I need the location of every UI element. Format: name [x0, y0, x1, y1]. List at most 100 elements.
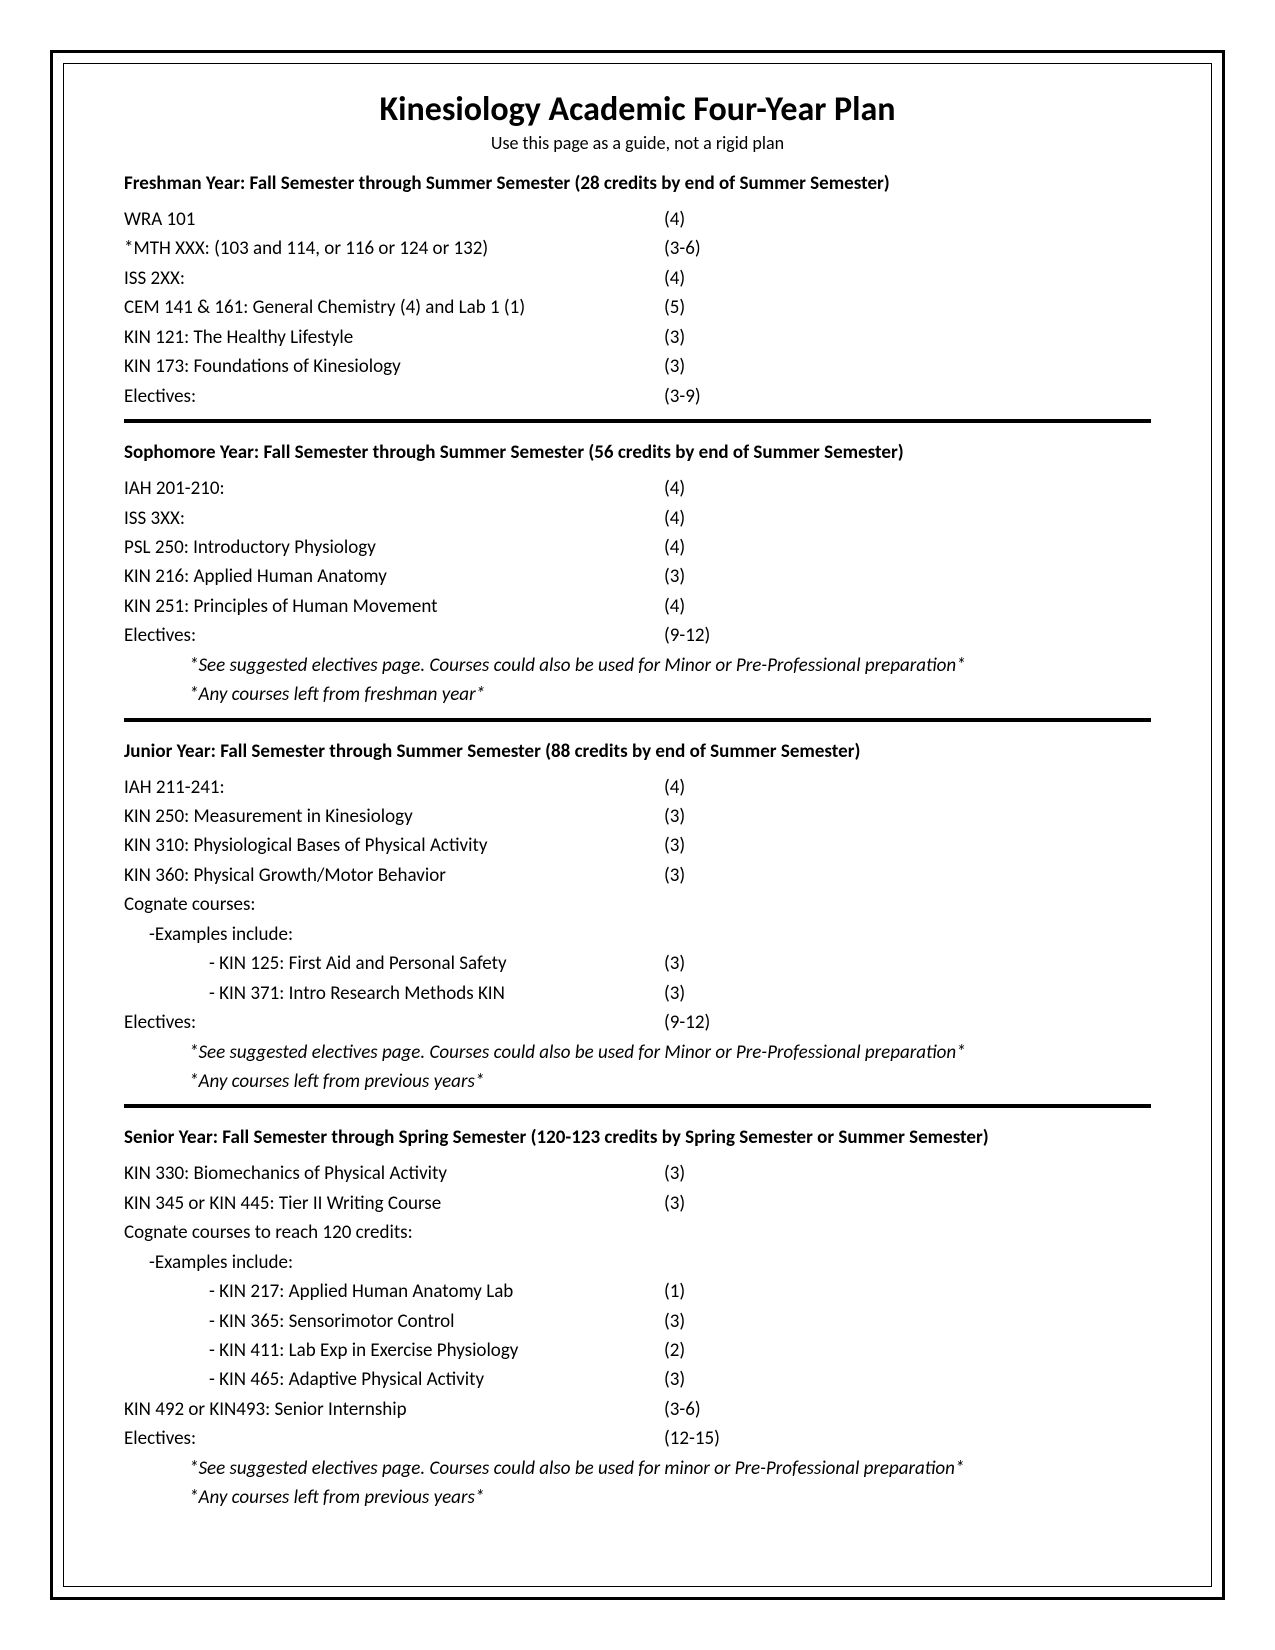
course-name: - KIN 371: Intro Research Methods KIN	[124, 979, 664, 1008]
course-row: KIN 121: The Healthy Lifestyle(3)	[124, 323, 1151, 352]
course-name: KIN 330: Biomechanics of Physical Activi…	[124, 1159, 664, 1188]
course-name: KIN 251: Principles of Human Movement	[124, 592, 664, 621]
course-row: PSL 250: Introductory Physiology(4)	[124, 533, 1151, 562]
course-name: KIN 216: Applied Human Anatomy	[124, 562, 664, 591]
course-name: Cognate courses to reach 120 credits:	[124, 1218, 664, 1247]
inner-border: Kinesiology Academic Four-Year Plan Use …	[63, 63, 1212, 1587]
course-row: KIN 250: Measurement in Kinesiology(3)	[124, 802, 1151, 831]
course-name: CEM 141 & 161: General Chemistry (4) and…	[124, 293, 664, 322]
course-row: IAH 211-241:(4)	[124, 773, 1151, 802]
course-row: KIN 310: Physiological Bases of Physical…	[124, 831, 1151, 860]
course-name: KIN 492 or KIN493: Senior Internship	[124, 1395, 664, 1424]
course-name: - KIN 365: Sensorimotor Control	[124, 1307, 664, 1336]
course-credits: (3)	[664, 949, 685, 978]
course-name: - KIN 125: First Aid and Personal Safety	[124, 949, 664, 978]
course-credits: (4)	[664, 205, 685, 234]
course-name: IAH 211-241:	[124, 773, 664, 802]
section-divider	[124, 419, 1151, 423]
course-name: Electives:	[124, 382, 664, 411]
course-row: - KIN 217: Applied Human Anatomy Lab(1)	[124, 1277, 1151, 1306]
course-credits: (4)	[664, 264, 685, 293]
course-name: -Examples include:	[124, 1248, 664, 1277]
course-row: -Examples include:	[124, 920, 1151, 949]
course-row: - KIN 371: Intro Research Methods KIN(3)	[124, 979, 1151, 1008]
course-name: *MTH XXX: (103 and 114, or 116 or 124 or…	[124, 234, 664, 263]
course-credits: (3)	[664, 979, 685, 1008]
course-credits: (5)	[664, 293, 685, 322]
course-credits: (3-6)	[664, 1395, 701, 1424]
course-credits: (3)	[664, 802, 685, 831]
course-credits: (2)	[664, 1336, 685, 1365]
course-row: - KIN 411: Lab Exp in Exercise Physiolog…	[124, 1336, 1151, 1365]
course-name: Electives:	[124, 1008, 664, 1037]
year-section: Sophomore Year: Fall Semester through Su…	[124, 441, 1151, 710]
outer-border: Kinesiology Academic Four-Year Plan Use …	[50, 50, 1225, 1600]
course-name: -Examples include:	[124, 920, 664, 949]
note-row: *Any courses left from previous years*	[124, 1483, 1151, 1512]
year-heading: Freshman Year: Fall Semester through Sum…	[124, 172, 1151, 195]
course-credits: (3)	[664, 831, 685, 860]
year-heading: Sophomore Year: Fall Semester through Su…	[124, 441, 1151, 464]
year-section: Senior Year: Fall Semester through Sprin…	[124, 1126, 1151, 1512]
course-credits: (3)	[664, 861, 685, 890]
note-row: *Any courses left from freshman year*	[124, 680, 1151, 709]
course-credits: (3-9)	[664, 382, 701, 411]
course-name: KIN 250: Measurement in Kinesiology	[124, 802, 664, 831]
course-name: KIN 345 or KIN 445: Tier II Writing Cour…	[124, 1189, 664, 1218]
course-credits: (3)	[664, 323, 685, 352]
course-credits: (3)	[664, 1365, 685, 1394]
page-title: Kinesiology Academic Four-Year Plan	[124, 89, 1151, 130]
course-name: Electives:	[124, 1424, 664, 1453]
year-section: Junior Year: Fall Semester through Summe…	[124, 740, 1151, 1097]
note-row: *Any courses left from previous years*	[124, 1067, 1151, 1096]
course-credits: (9-12)	[664, 1008, 710, 1037]
course-name: - KIN 411: Lab Exp in Exercise Physiolog…	[124, 1336, 664, 1365]
course-row: KIN 251: Principles of Human Movement(4)	[124, 592, 1151, 621]
course-row: CEM 141 & 161: General Chemistry (4) and…	[124, 293, 1151, 322]
course-row: Cognate courses:	[124, 890, 1151, 919]
course-row: Electives:(9-12)	[124, 1008, 1151, 1037]
note-row: *See suggested electives page. Courses c…	[124, 1038, 1151, 1067]
years-container: Freshman Year: Fall Semester through Sum…	[124, 172, 1151, 1513]
course-name: IAH 201-210:	[124, 474, 664, 503]
course-row: Electives:(12-15)	[124, 1424, 1151, 1453]
course-name: KIN 360: Physical Growth/Motor Behavior	[124, 861, 664, 890]
course-credits: (3)	[664, 562, 685, 591]
year-heading: Senior Year: Fall Semester through Sprin…	[124, 1126, 1151, 1149]
course-row: *MTH XXX: (103 and 114, or 116 or 124 or…	[124, 234, 1151, 263]
course-name: Cognate courses:	[124, 890, 664, 919]
course-row: KIN 330: Biomechanics of Physical Activi…	[124, 1159, 1151, 1188]
course-row: KIN 492 or KIN493: Senior Internship(3-6…	[124, 1395, 1151, 1424]
course-row: - KIN 465: Adaptive Physical Activity(3)	[124, 1365, 1151, 1394]
course-credits: (3)	[664, 1307, 685, 1336]
course-name: KIN 310: Physiological Bases of Physical…	[124, 831, 664, 860]
course-credits: (4)	[664, 474, 685, 503]
year-section: Freshman Year: Fall Semester through Sum…	[124, 172, 1151, 411]
course-credits: (3)	[664, 1189, 685, 1218]
page-subtitle: Use this page as a guide, not a rigid pl…	[124, 132, 1151, 154]
course-name: - KIN 217: Applied Human Anatomy Lab	[124, 1277, 664, 1306]
course-name: KIN 121: The Healthy Lifestyle	[124, 323, 664, 352]
course-name: WRA 101	[124, 205, 664, 234]
note-row: *See suggested electives page. Courses c…	[124, 1454, 1151, 1483]
course-row: KIN 360: Physical Growth/Motor Behavior(…	[124, 861, 1151, 890]
course-credits: (12-15)	[664, 1424, 720, 1453]
course-name: KIN 173: Foundations of Kinesiology	[124, 352, 664, 381]
course-row: - KIN 125: First Aid and Personal Safety…	[124, 949, 1151, 978]
course-row: KIN 173: Foundations of Kinesiology(3)	[124, 352, 1151, 381]
course-row: -Examples include:	[124, 1248, 1151, 1277]
course-credits: (3)	[664, 1159, 685, 1188]
year-heading: Junior Year: Fall Semester through Summe…	[124, 740, 1151, 763]
course-name: ISS 3XX:	[124, 504, 664, 533]
course-credits: (9-12)	[664, 621, 710, 650]
course-credits: (1)	[664, 1277, 685, 1306]
section-divider	[124, 1104, 1151, 1108]
course-name: - KIN 465: Adaptive Physical Activity	[124, 1365, 664, 1394]
course-row: WRA 101(4)	[124, 205, 1151, 234]
course-row: Cognate courses to reach 120 credits:	[124, 1218, 1151, 1247]
course-name: PSL 250: Introductory Physiology	[124, 533, 664, 562]
note-row: *See suggested electives page. Courses c…	[124, 651, 1151, 680]
course-credits: (4)	[664, 504, 685, 533]
course-row: Electives:(9-12)	[124, 621, 1151, 650]
course-name: ISS 2XX:	[124, 264, 664, 293]
